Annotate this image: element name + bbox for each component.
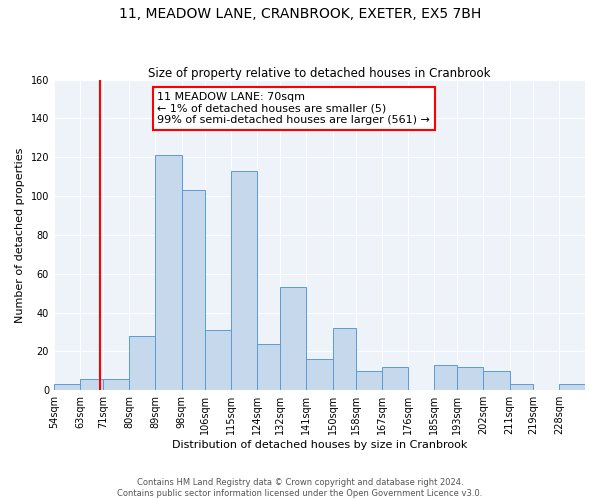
Bar [484, 371, 509, 390]
Bar [332, 328, 356, 390]
Bar [205, 330, 231, 390]
Bar [130, 336, 155, 390]
Bar [509, 384, 533, 390]
Y-axis label: Number of detached properties: Number of detached properties [15, 147, 25, 322]
Bar [307, 359, 332, 390]
Bar [80, 378, 103, 390]
Bar [103, 378, 130, 390]
Bar [280, 288, 307, 390]
X-axis label: Distribution of detached houses by size in Cranbrook: Distribution of detached houses by size … [172, 440, 467, 450]
Bar [155, 155, 182, 390]
Bar [457, 367, 484, 390]
Bar [257, 344, 280, 390]
Bar [382, 367, 408, 390]
Text: 11 MEADOW LANE: 70sqm
← 1% of detached houses are smaller (5)
99% of semi-detach: 11 MEADOW LANE: 70sqm ← 1% of detached h… [157, 92, 430, 125]
Bar [356, 371, 382, 390]
Bar [231, 171, 257, 390]
Bar [559, 384, 585, 390]
Bar [182, 190, 205, 390]
Bar [54, 384, 80, 390]
Bar [434, 365, 457, 390]
Text: 11, MEADOW LANE, CRANBROOK, EXETER, EX5 7BH: 11, MEADOW LANE, CRANBROOK, EXETER, EX5 … [119, 8, 481, 22]
Text: Contains HM Land Registry data © Crown copyright and database right 2024.
Contai: Contains HM Land Registry data © Crown c… [118, 478, 482, 498]
Title: Size of property relative to detached houses in Cranbrook: Size of property relative to detached ho… [148, 66, 491, 80]
